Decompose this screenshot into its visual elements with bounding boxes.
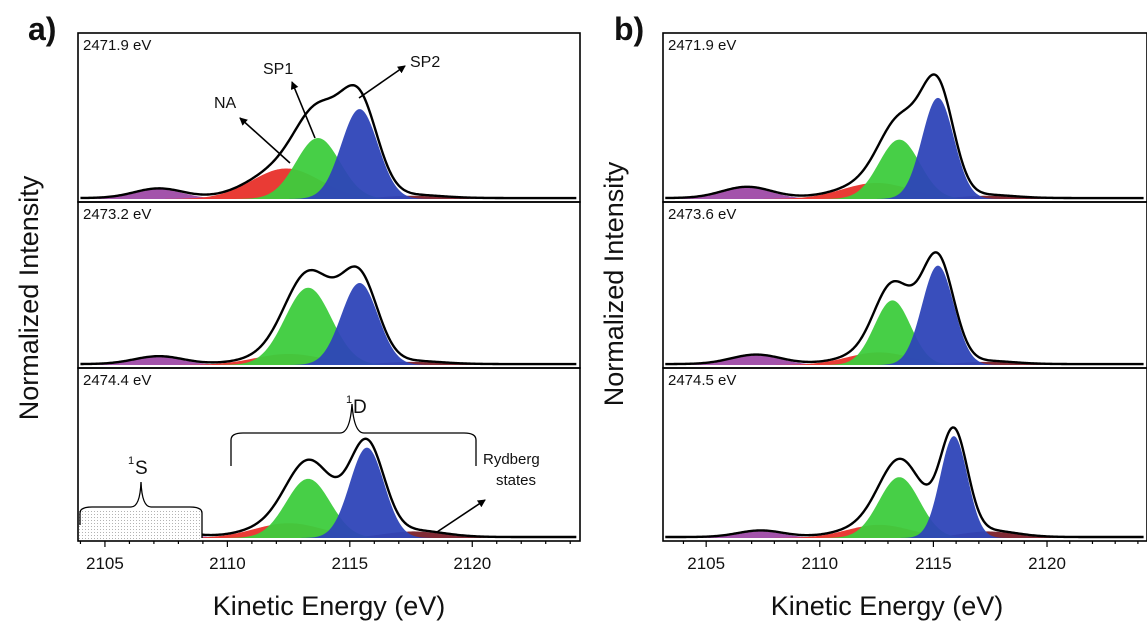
annotation-sp1-text: SP1 [263,61,293,78]
x-tick-label: 2115 [915,554,952,573]
region-1s-shading [79,509,202,539]
annotation-sp2: SP2 [358,54,440,99]
annotation-1d-letter: D [353,397,367,418]
subpanel-frame [662,367,1147,542]
panel-label-a: a) [28,11,56,47]
subpanel-energy-label: 2473.2 eV [83,206,151,223]
bracket-1s [79,481,203,538]
x-tick-label: 2110 [802,554,839,573]
subpanel-energy-label: 2473.6 eV [668,206,736,223]
component-green [78,287,580,365]
component-darkred [663,195,1147,199]
component-darkred [78,361,580,365]
tick-marks [79,541,1139,547]
plot-b [663,73,1147,539]
annotation-na: NA [214,95,291,164]
y-axis-label-a: Normalized Intensity [14,175,44,420]
component-purple [663,531,1147,538]
bracket-1d [230,403,477,466]
x-tick-label: 2120 [1028,554,1066,573]
envelope-line [80,265,577,366]
x-tick-label: 2105 [86,554,124,573]
envelope-line [665,73,1144,200]
x-tick-label: 2115 [332,554,369,573]
annotation-rydberg-line1: Rydberg [483,451,540,468]
subpanel-a-2 [78,265,580,366]
envelope-line [665,251,1144,366]
envelope-line [665,426,1144,539]
component-green [78,478,580,538]
subpanel-a-1 [78,83,580,200]
x-tick-label: 2105 [687,554,725,573]
component-green [78,137,580,199]
subpanel-b-3 [663,426,1147,539]
annotation-1d: 1 D [230,394,477,466]
component-purple [78,189,580,199]
component-purple [663,187,1147,199]
annotation-rydberg: Rydberg states [436,451,540,533]
x-tick-label: 2120 [453,554,491,573]
component-darkred [78,195,580,199]
x-tick-label: 2110 [209,554,246,573]
annotation-1d-sup: 1 [346,394,352,406]
subpanel-b-1 [663,73,1147,200]
component-purple [78,357,580,365]
annotation-sp1: SP1 [263,61,316,139]
subpanel-energy-label: 2474.4 eV [83,372,151,389]
panel-frames [77,32,1147,542]
annotation-1s-sup: 1 [128,455,134,467]
subpanel-energy-label: 2471.9 eV [668,37,736,54]
component-green [663,300,1147,365]
component-blue [78,283,580,365]
annotation-rydberg-line2: states [496,472,536,489]
x-axis-label-a: Kinetic Energy (eV) [213,591,446,621]
x-axis-label-b: Kinetic Energy (eV) [771,591,1004,621]
component-darkred [663,361,1147,365]
subpanel-frame [77,367,581,542]
subpanel-energy-label: 2474.5 eV [668,372,736,389]
envelope-line [80,83,577,200]
component-darkred [78,531,580,538]
component-darkred [663,531,1147,538]
subpanel-labels: 2471.9 eV 2473.2 eV 2474.4 eV 2105 2110 2115 2… [83,37,1066,573]
subpanel-energy-label: 2471.9 eV [83,37,151,54]
component-purple [663,355,1147,365]
plot-a [78,83,580,539]
component-blue [78,109,580,199]
y-axis-label-b: Normalized Intensity [599,161,629,406]
annotation-1s: 1 S [79,455,203,539]
annotation-1s-letter: S [135,458,148,479]
panel-label-b: b) [614,11,644,47]
component-green [663,477,1147,538]
subpanel-b-2 [663,251,1147,366]
component-green [663,139,1147,199]
annotation-na-text: NA [214,95,237,112]
annotation-sp2-text: SP2 [410,54,440,71]
